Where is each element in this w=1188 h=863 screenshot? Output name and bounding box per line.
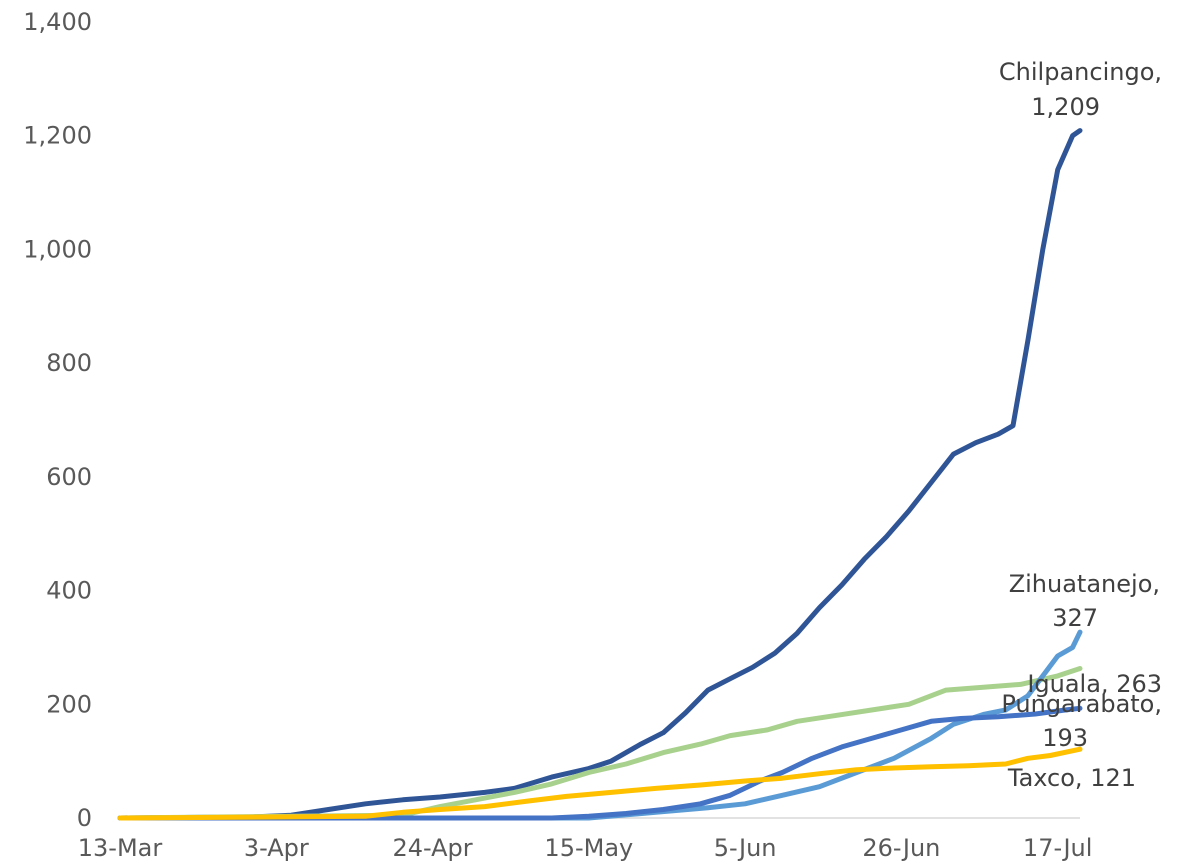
x-axis: 13-Mar 3-Apr 24-Apr 15-May 5-Jun 26-Jun 17-Jul [78,834,1093,862]
y-tick-label: 1,200 [23,122,92,150]
y-tick-label: 1,400 [23,8,92,36]
series-line-zihuatanejo [117,629,1083,821]
y-tick-label: 0 [77,804,92,832]
series-label-taxco: Taxco, 121 [1007,764,1136,792]
y-tick-label: 600 [46,463,92,491]
series-value-label-zihuatanejo: 327 [1052,604,1098,632]
series-line-pungarabato [117,705,1083,821]
y-axis: 0 200 400 600 800 1,000 1,200 1,400 [23,8,92,832]
x-tick-label: 26-Jun [862,834,940,862]
series-label-iguala: Iguala, 263 [1027,670,1162,698]
series-value-label-pungarabato: 193 [1042,724,1088,752]
series-line-chilpancingo [117,128,1083,821]
x-tick-label: 3-Apr [244,834,309,862]
series-line-taxco [117,746,1083,821]
series-line-iguala [117,666,1083,821]
y-tick-label: 400 [46,577,92,605]
x-tick-label: 17-Jul [1023,834,1093,862]
y-tick-label: 200 [46,690,92,718]
series-value-label-chilpancingo: 1,209 [1031,93,1100,121]
x-tick-label: 5-Jun [714,834,777,862]
x-tick-label: 13-Mar [78,834,163,862]
series-label-chilpancingo: Chilpancingo, [999,58,1162,86]
x-tick-label: 24-Apr [392,834,472,862]
x-tick-label: 15-May [544,834,633,862]
y-tick-label: 1,000 [23,235,92,263]
series-label-zihuatanejo: Zihuatanejo, [1009,570,1160,598]
series-end-labels: Chilpancingo, 1,209 Iguala, 263 Zihuatanejo… [999,58,1162,792]
series-lines [117,128,1083,821]
series-label-pungarabato: Pungarabato, [1001,690,1162,718]
y-tick-label: 800 [46,349,92,377]
